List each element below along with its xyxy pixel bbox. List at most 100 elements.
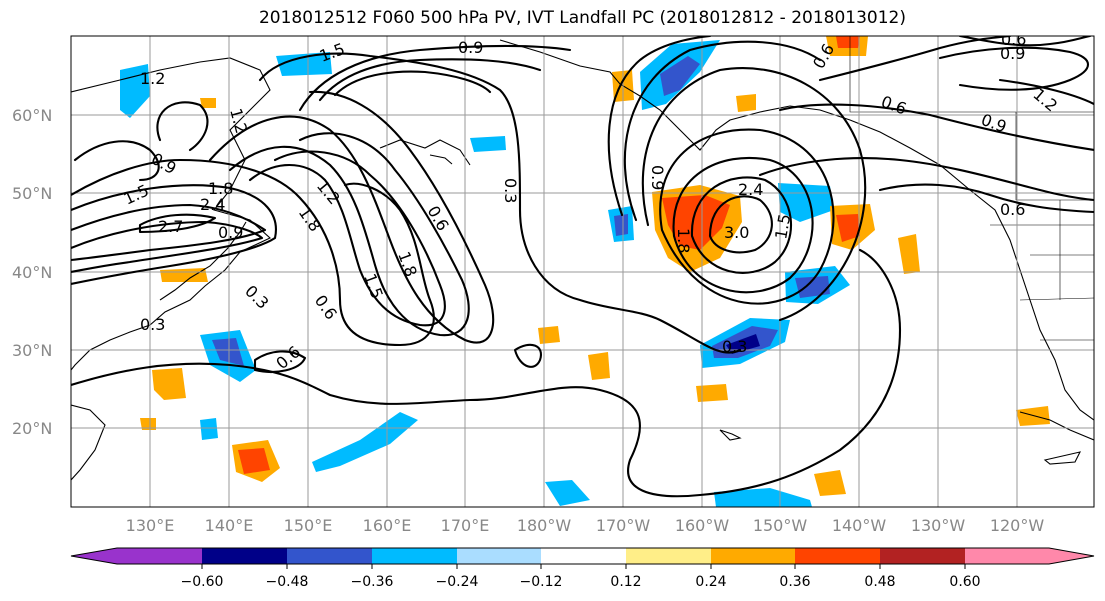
colorbar-tick-label: −0.36 xyxy=(351,574,394,590)
contour-label: 0.9 xyxy=(648,165,667,190)
colorbar-segment xyxy=(965,548,1050,564)
colorbar-segment xyxy=(202,548,287,564)
colorbar-segment xyxy=(457,548,541,564)
colorbar-tick-label: 0.48 xyxy=(864,574,895,590)
colorbar: −0.60 −0.48 −0.36 −0.24 −0.12 0.12 0.24 … xyxy=(70,547,1095,590)
pv-contour xyxy=(659,128,835,305)
pv-contour xyxy=(333,70,492,97)
lat-label: 20°N xyxy=(12,419,52,438)
shade-blob xyxy=(836,214,860,242)
pv-contour xyxy=(71,220,264,274)
contour-label: 1.8 xyxy=(208,179,233,198)
shade-blob xyxy=(814,470,846,496)
colorbar-segment xyxy=(117,548,202,564)
pv-contour xyxy=(641,67,867,322)
border xyxy=(849,36,1094,113)
shade-blob xyxy=(276,52,332,76)
colorbar-segment xyxy=(880,548,965,564)
pv-contour xyxy=(623,40,822,222)
colorbar-tick-label: 0.24 xyxy=(695,574,726,590)
shade-blob xyxy=(795,276,830,298)
shade-blob xyxy=(736,94,756,112)
contour-label: 1.8 xyxy=(674,228,693,253)
contour-label: 0.9 xyxy=(1000,44,1025,63)
map-area: 1.5 0.9 1.2 1.2 0.9 1.5 1.8 2.7 2.4 0.9 … xyxy=(71,30,1094,507)
lat-labels: 60°N 50°N 40°N 30°N 20°N xyxy=(12,106,52,438)
pv-contour xyxy=(228,132,470,337)
colorbar-segment xyxy=(1049,548,1094,564)
colorbar-segment xyxy=(287,548,372,564)
shade-blob xyxy=(696,384,728,402)
contour-label: 2.7 xyxy=(158,217,183,236)
lon-label: 130°E xyxy=(126,516,175,535)
border xyxy=(1015,112,1094,201)
lon-label: 170°W xyxy=(596,516,651,535)
contour-label: 0.9 xyxy=(458,38,483,57)
contour-label: 2.4 xyxy=(200,195,225,214)
shade-blob xyxy=(614,214,628,236)
lon-label: 150°W xyxy=(753,516,808,535)
pv-contour xyxy=(248,150,446,327)
contour-label: 1.2 xyxy=(140,69,165,88)
pv-contour xyxy=(258,52,742,354)
pv-contour xyxy=(818,36,1012,82)
coastline xyxy=(71,404,106,481)
lon-label: 150°E xyxy=(284,516,333,535)
colorbar-tick-label: −0.24 xyxy=(436,574,479,590)
shade-blob xyxy=(238,448,270,474)
border-layer xyxy=(849,36,1094,341)
colorbar-ticks xyxy=(201,564,966,569)
shade-blob xyxy=(152,368,186,400)
colorbar-segment xyxy=(372,548,457,564)
shade-blob xyxy=(200,418,218,440)
lat-label: 30°N xyxy=(12,341,52,360)
shade-blob xyxy=(160,268,208,282)
pv-contour xyxy=(690,176,793,274)
pv-contour xyxy=(708,195,773,254)
pv-contour xyxy=(71,184,277,286)
colorbar-tick-label: −0.60 xyxy=(181,574,224,590)
coastline xyxy=(1043,451,1082,465)
shade-blob xyxy=(588,352,610,380)
contour-label: 1.5 xyxy=(771,212,794,240)
pv-contour xyxy=(71,362,472,405)
colorbar-segment xyxy=(711,548,795,564)
pv-contour xyxy=(998,78,1094,106)
contour-label: 0.9 xyxy=(218,223,243,242)
contour-label: 0.3 xyxy=(501,178,520,203)
lon-label: 130°W xyxy=(911,516,966,535)
colorbar-tick-label: −0.12 xyxy=(520,574,563,590)
pv-contour xyxy=(778,103,1094,152)
lon-label: 140°E xyxy=(205,516,254,535)
pv-contour xyxy=(71,203,267,262)
pv-contour xyxy=(672,156,814,294)
shade-blob xyxy=(545,480,590,506)
coastline xyxy=(379,139,471,166)
map-title: 2018012512 F060 500 hPa PV, IVT Landfall… xyxy=(258,8,906,28)
pv-contour xyxy=(758,157,1094,202)
shade-blob xyxy=(714,488,812,507)
pv-contour xyxy=(208,90,495,344)
lat-label: 40°N xyxy=(12,263,52,282)
pv-contour xyxy=(468,248,902,498)
contour-layer xyxy=(71,36,1094,498)
pv-contour xyxy=(318,58,542,102)
colorbar-tick-label: 0.60 xyxy=(949,574,980,590)
pv-contour xyxy=(938,46,1090,91)
shade-blob xyxy=(312,412,418,472)
contour-label: 0.6 xyxy=(1001,30,1026,49)
map-frame xyxy=(70,35,1095,508)
coastline xyxy=(429,154,453,165)
coastline xyxy=(719,429,742,441)
shade-blob xyxy=(662,195,730,250)
shade-blob xyxy=(538,326,560,344)
shade-blob xyxy=(660,56,700,96)
colorbar-segment xyxy=(71,548,118,564)
contour-label: 0.3 xyxy=(140,315,165,334)
pv-contour xyxy=(607,36,712,217)
shade-blob xyxy=(120,64,150,118)
coastline xyxy=(159,221,247,301)
shade-blob xyxy=(212,338,244,366)
pv-contour xyxy=(958,36,1092,47)
